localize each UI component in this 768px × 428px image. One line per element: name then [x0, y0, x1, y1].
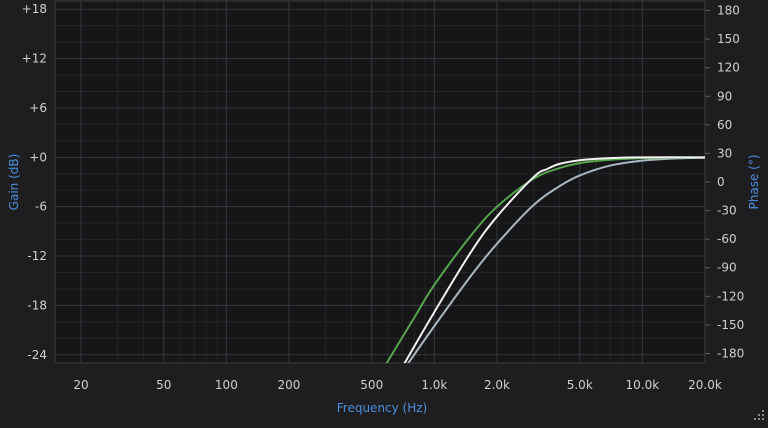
gain-tick-label: +12: [22, 52, 47, 66]
gain-tick-labels: +18 +12 +6 +0 -6 -12 -18 -24: [22, 2, 47, 362]
curves: [385, 156, 705, 363]
x-tick-label: 200: [278, 378, 301, 392]
phase-tick-label: -90: [717, 261, 737, 275]
phase-tick-label: 180: [717, 4, 740, 18]
gain-tick-label: -24: [27, 348, 47, 362]
x-tick-label: 100: [215, 378, 238, 392]
x-tick-label: 1.0k: [421, 378, 447, 392]
phase-tick-label: -30: [717, 204, 737, 218]
x-tick-label: 5.0k: [567, 378, 593, 392]
gain-tick-label: -12: [27, 249, 47, 263]
major-grid: [54, 0, 706, 364]
x-tick-label: 500: [360, 378, 383, 392]
phase-tick-label: 30: [717, 146, 732, 160]
gain-axis-label: Gain (dB): [7, 154, 21, 211]
plot-area: [55, 1, 705, 363]
phase-axis-label: Phase (°): [747, 154, 761, 209]
x-tick-label: 20.0k: [688, 378, 722, 392]
gain-tick-label: +18: [22, 2, 47, 16]
gain-tick-label: +6: [29, 101, 47, 115]
gain-tick-label: +0: [29, 150, 47, 164]
x-tick-labels: 20 50 100 200 500 1.0k 2.0k 5.0k 10.0k 20.0k: [73, 378, 722, 392]
x-tick-label: 10.0k: [626, 378, 660, 392]
x-tick-label: 20: [73, 378, 88, 392]
phase-tick-label: -180: [717, 346, 744, 360]
response-curve-1: [407, 156, 705, 363]
phase-tick-label: 150: [717, 32, 740, 46]
response-curve-3: [403, 156, 705, 363]
phase-tick-label: 120: [717, 61, 740, 75]
x-tick-label: 50: [156, 378, 171, 392]
resize-grip-icon[interactable]: [754, 410, 764, 420]
phase-tick-labels: 180 150 120 90 60 30 0 -30 -60 -90 -120 -150 -180: [705, 4, 744, 360]
gain-tick-label: -18: [27, 298, 47, 312]
x-axis-label: Frequency (Hz): [337, 401, 428, 415]
gain-tick-label: -6: [35, 200, 47, 214]
response-curve-2: [385, 156, 705, 363]
phase-tick-label: -60: [717, 232, 737, 246]
phase-tick-label: -150: [717, 318, 744, 332]
phase-tick-label: 0: [717, 175, 725, 189]
phase-tick-label: -120: [717, 289, 744, 303]
phase-tick-label: 90: [717, 89, 732, 103]
x-tick-label: 2.0k: [484, 378, 510, 392]
phase-tick-label: 60: [717, 118, 732, 132]
